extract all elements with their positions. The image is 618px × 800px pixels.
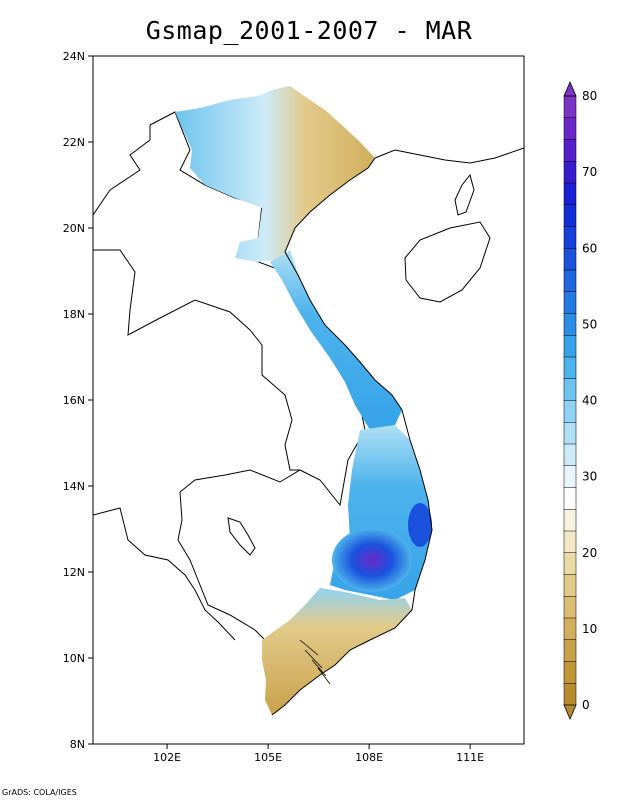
colorbar-label: 60 — [582, 241, 597, 255]
colorbar-segment — [563, 422, 577, 445]
colorbar-label: 50 — [582, 317, 597, 331]
lat-tick-label: 14N — [63, 480, 85, 493]
colorbar-segment — [563, 139, 577, 162]
colorbar-segment — [563, 443, 577, 467]
colorbar-segment — [563, 161, 577, 184]
colorbar-segment — [563, 313, 577, 336]
lat-tick-label: 16N — [63, 394, 85, 407]
hainan-island — [404, 221, 491, 303]
china-coast — [369, 147, 524, 164]
colorbar-segment — [563, 596, 577, 619]
lat-tick-label: 18N — [63, 308, 85, 321]
colorbar-label: 80 — [582, 89, 597, 103]
lat-tick-label: 24N — [63, 50, 85, 63]
colorbar-segment — [563, 182, 577, 206]
axis-ticks: 24N 22N 20N 18N 16N 14N 12N 10N 8N 102E 105E 108E 11… — [63, 50, 484, 764]
colorbar-segment — [563, 509, 577, 532]
vietnam-outline — [271, 157, 433, 716]
mekong-channels — [299, 639, 331, 685]
gulf-coast — [93, 507, 236, 641]
colorbar-segment — [563, 465, 577, 489]
colorbar-label: 20 — [582, 546, 597, 560]
lon-tick-label: 108E — [355, 751, 383, 764]
region-north-central-coast — [270, 250, 402, 430]
lon-tick-label: 102E — [153, 751, 181, 764]
high-precip-core — [332, 528, 412, 592]
colorbar-segment — [563, 639, 577, 663]
lat-tick-label: 20N — [63, 222, 85, 235]
colorbar-segment — [563, 248, 577, 271]
colorbar-label: 0 — [582, 698, 590, 712]
region-south-vietnam — [262, 588, 412, 715]
colorbar-segment — [563, 378, 577, 402]
colorbar-segment — [563, 95, 577, 119]
colorbar-segment — [563, 574, 577, 597]
map-title: Gsmap_2001-2007 - MAR — [145, 16, 473, 45]
colorbar-segment — [563, 487, 577, 510]
lon-tick-label: 111E — [456, 751, 484, 764]
colorbar-segment — [563, 117, 577, 141]
cambodia-lake — [227, 517, 256, 556]
colorbar-segment — [563, 335, 577, 358]
colorbar-segment — [563, 617, 577, 641]
colorbar-label: 70 — [582, 165, 597, 179]
lat-tick-label: 22N — [63, 136, 85, 149]
colorbar-segment — [563, 661, 577, 684]
colorbar-segment — [563, 400, 577, 423]
colorbar-segment — [563, 291, 577, 315]
colorbar-max-arrow — [563, 80, 577, 97]
colorbar-label: 10 — [582, 622, 597, 636]
colorbar-label: 30 — [582, 470, 597, 484]
colorbar-segment — [563, 356, 577, 380]
lat-tick-label: 8N — [70, 738, 85, 751]
region-north-vietnam — [175, 86, 375, 262]
colorbar-segment — [563, 204, 577, 228]
leizhou-peninsula — [454, 173, 475, 216]
colorbar-segment — [563, 269, 577, 293]
lat-tick-label: 10N — [63, 652, 85, 665]
colorbar-segment — [563, 552, 577, 576]
colorbar-min-arrow — [563, 704, 577, 721]
thailand-cambodia-border — [93, 125, 300, 641]
colorbar-segment — [563, 530, 577, 554]
colorbar-label: 40 — [582, 394, 597, 408]
grads-credit: GrADS: COLA/IGES — [2, 788, 77, 797]
lon-tick-label: 105E — [254, 751, 282, 764]
coastal-high-core — [408, 503, 432, 547]
colorbar-segment — [563, 226, 577, 249]
colorbar: 0 10 20 30 40 50 60 70 80 — [563, 80, 597, 721]
lat-tick-label: 12N — [63, 566, 85, 579]
colorbar-segment — [563, 683, 577, 706]
